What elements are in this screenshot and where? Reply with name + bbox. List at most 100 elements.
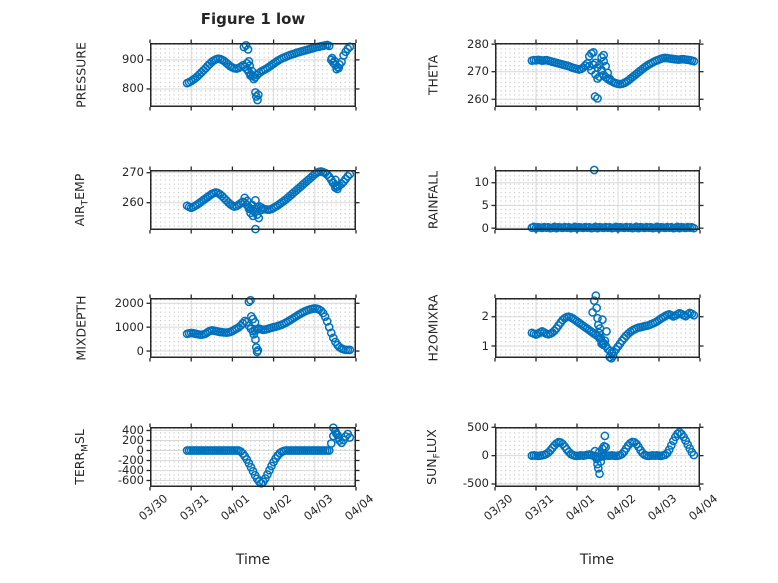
- subplot-mixdepth: [146, 294, 360, 362]
- rainfall-plot-area: [491, 165, 704, 234]
- scatter-series: [182, 295, 355, 357]
- data-point: [345, 433, 355, 442]
- data-point: [689, 56, 699, 66]
- data-point-outlier: [254, 213, 264, 223]
- ytick-label-mixdepth: 1000: [114, 319, 144, 334]
- ytick-label-terrmsl: 200: [122, 433, 144, 447]
- data-point: [689, 450, 699, 460]
- data-point-outlier: [599, 56, 609, 66]
- axes-box: [495, 298, 700, 358]
- scatter-series: [182, 40, 355, 105]
- axes-box: [495, 170, 700, 230]
- data-point: [580, 61, 590, 70]
- data-point-outlier: [241, 40, 251, 50]
- sunflux-plot-area: [491, 423, 704, 491]
- data-point: [343, 171, 353, 181]
- axes-box: [150, 43, 356, 107]
- ytick-label-theta: 260: [467, 91, 489, 106]
- yaxis-label-h2omixra: H2OMIXRA: [425, 294, 441, 362]
- data-point-outlier: [334, 63, 344, 73]
- data-point-outlier: [249, 329, 259, 339]
- data-point-outlier: [256, 205, 266, 215]
- axes-box: [495, 427, 700, 487]
- ytick-label-terrmsl: -400: [117, 463, 144, 477]
- data-point: [664, 445, 674, 455]
- data-point-outlier: [249, 74, 259, 84]
- data-point-outlier: [605, 74, 615, 84]
- ytick-label-theta: 270: [467, 64, 489, 79]
- axes-box: [150, 170, 356, 230]
- minor-grid-dots: [496, 171, 699, 229]
- tick-marks: [491, 423, 704, 491]
- data-point-outlier: [243, 45, 253, 54]
- ytick-label-pressure: 800: [122, 81, 144, 96]
- yaxis-label-terrmsl: TERRMSL: [71, 429, 91, 485]
- data-point-outlier: [608, 351, 618, 361]
- minor-grid-dots: [151, 171, 355, 229]
- data-point-outlier: [592, 303, 602, 313]
- data-point-outlier: [248, 211, 258, 221]
- subplot-air-temp: [146, 166, 360, 234]
- data-point: [550, 326, 559, 336]
- data-point-outlier: [244, 56, 254, 66]
- axes-box: [150, 427, 356, 487]
- data-point-outlier: [598, 340, 608, 350]
- data-point: [666, 441, 676, 450]
- ytick-label-rainfall: 10: [474, 175, 489, 190]
- pressure-plot-area: [146, 39, 360, 111]
- data-point-outlier: [254, 90, 263, 100]
- data-point-outlier: [600, 431, 610, 441]
- data-point-outlier: [245, 61, 255, 71]
- data-point-outlier: [601, 442, 611, 452]
- ytick-label-pressure: 900: [122, 52, 144, 67]
- data-point: [591, 58, 600, 68]
- data-point-outlier: [253, 95, 262, 105]
- data-point-outlier: [331, 429, 341, 438]
- subplot-rainfall: [491, 165, 704, 234]
- yaxis-label-mixdepth: MIXDEPTH: [73, 295, 89, 361]
- scatter-series: [182, 423, 355, 488]
- tick-marks: [146, 294, 360, 362]
- ytick-label-airtemp: 260: [122, 195, 144, 210]
- ytick-label-theta: 280: [467, 36, 489, 51]
- h2omixra-plot-area: [491, 291, 704, 363]
- data-point-outlier: [599, 50, 609, 60]
- data-point-outlier: [334, 433, 344, 443]
- ytick-label-terrmsl: -200: [117, 453, 144, 467]
- major-grid: [150, 427, 356, 487]
- ytick-label-mixdepth: 2000: [114, 295, 144, 310]
- data-point-outlier: [251, 195, 260, 205]
- data-point-outlier: [598, 315, 607, 325]
- data-point: [687, 309, 697, 319]
- subplot-sun-flux: [491, 423, 704, 491]
- subplot-h2omixra: [491, 291, 704, 363]
- tick-marks: [491, 39, 704, 111]
- ytick-label-terrmsl: 0: [136, 443, 144, 457]
- data-point-outlier: [589, 296, 599, 305]
- data-point: [660, 450, 670, 460]
- figure-title: Figure 1 low: [200, 10, 306, 28]
- data-point: [263, 470, 272, 479]
- axes-box: [150, 298, 356, 358]
- data-point-outlier: [593, 94, 602, 103]
- data-point: [320, 312, 330, 321]
- data-point-outlier: [600, 336, 610, 346]
- subplot-pressure: [146, 39, 360, 111]
- tick-marks: [146, 39, 360, 111]
- tick-marks: [146, 423, 360, 491]
- scatter-series: [527, 291, 699, 363]
- subplot-terr-msl: [146, 423, 360, 491]
- data-point-outlier: [602, 327, 611, 336]
- ytick-label-mixdepth: 0: [136, 343, 144, 358]
- data-point: [265, 465, 274, 475]
- ytick-label-sunflux: 500: [467, 419, 489, 434]
- data-point: [689, 223, 699, 233]
- data-point: [326, 328, 336, 338]
- theta-plot-area: [491, 39, 704, 111]
- terrmsl-plot-area: [146, 423, 360, 491]
- data-point: [324, 41, 334, 51]
- ytick-label-airtemp: 270: [122, 165, 144, 180]
- ytick-label-rainfall: 0: [481, 220, 489, 235]
- data-point-outlier: [595, 469, 604, 479]
- data-point: [326, 439, 336, 448]
